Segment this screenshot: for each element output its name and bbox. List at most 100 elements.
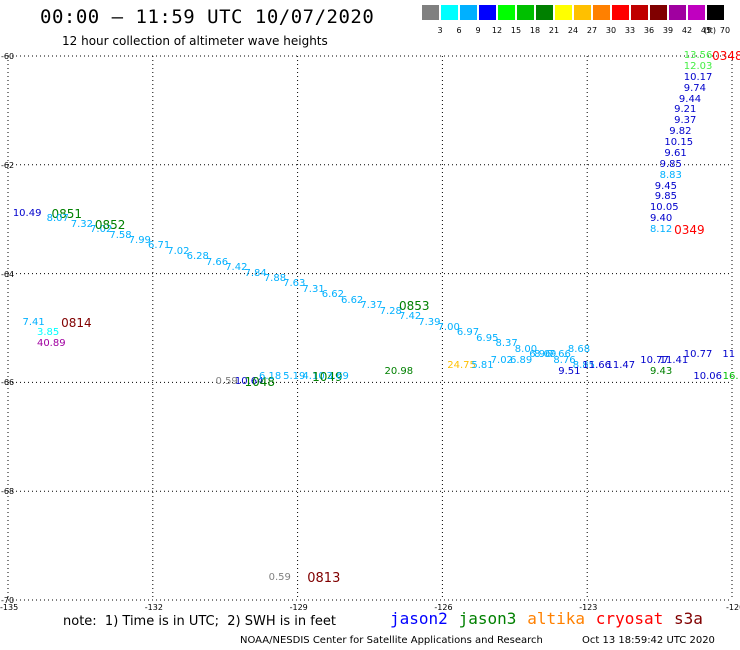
wave-height-label: 7.66 [205, 256, 229, 268]
wave-height-label: 7.37 [360, 300, 383, 312]
wave-height-label: 7.66 [548, 349, 571, 361]
wave-height-label: 40.89 [36, 338, 66, 350]
wave-height-label: 9.82 [669, 126, 692, 138]
legend-label: 36 [643, 26, 655, 35]
legend-swatch [422, 5, 439, 20]
lon-tick-label: -132 [144, 603, 163, 612]
lon-tick-label: -135 [0, 603, 19, 612]
lat-tick-label: -64 [1, 269, 15, 279]
wave-height-label: 11.66 [582, 360, 611, 372]
satellite-name: s3a [674, 609, 703, 628]
legend-label: 70 [719, 26, 731, 35]
wave-height-label: 8.07 [46, 213, 69, 225]
satellite-name: cryosat [595, 609, 664, 628]
wave-height-label: 7.99 [128, 234, 151, 246]
pass-time-label: 0852 [94, 217, 126, 232]
wave-height-label: 8.85 [572, 360, 595, 372]
wave-height-label: 7.28 [379, 305, 402, 317]
wave-height-label: 10.64 [234, 376, 264, 388]
wave-height-label: 6.96 [529, 349, 552, 361]
legend-label: 21 [548, 26, 560, 35]
wave-height-label: 9.37 [674, 115, 697, 127]
satellite-name: jason3 [458, 609, 517, 628]
wave-height-label: 8.12 [649, 224, 673, 236]
legend-swatch [479, 5, 496, 20]
wave-height-label: 20.98 [384, 365, 414, 377]
wave-height-label: 7.88 [263, 273, 287, 285]
lon-tick-label: -129 [289, 603, 308, 612]
wave-height-label: 7.84 [244, 267, 267, 279]
wave-height-label: 0.59 [215, 376, 238, 388]
wave-height-label: 11 [722, 349, 736, 361]
wave-height-label: 8.83 [659, 169, 682, 181]
legend-label: 9 [475, 26, 481, 35]
lat-tick-label: -62 [1, 160, 15, 170]
pass-time-label: 0851 [51, 206, 82, 221]
wave-height-label: 7.39 [418, 316, 441, 328]
wave-height-label: 9.44 [678, 93, 702, 105]
wave-height-label: 10.06 [693, 370, 723, 382]
lon-tick-label: -120 [726, 603, 740, 612]
legend-swatch [460, 5, 477, 20]
wave-height-label: 9.45 [654, 180, 678, 192]
wave-height-label: 9.21 [674, 104, 697, 116]
pass-time-label: 0348 [712, 49, 740, 63]
legend-label: 6 [456, 26, 462, 35]
legend-swatch [650, 5, 667, 20]
legend-swatch [498, 5, 515, 20]
wave-height-label: 3.69 [326, 370, 349, 382]
legend-unit: (ft) [703, 26, 717, 35]
generation-timestamp: Oct 13 18:59:42 UTC 2020 [582, 635, 715, 646]
wave-height-label: 7.02 [490, 354, 513, 366]
wave-height-label: 6.62 [321, 289, 344, 301]
wave-height-label: 6.71 [147, 240, 171, 252]
wave-height-label: 5.19 [283, 370, 306, 382]
wave-height-label: 7.41 [22, 316, 45, 328]
wave-height-label: 6.18 [258, 370, 282, 382]
wave-height-label: 5.81 [471, 360, 494, 372]
wave-height-label: 8.09 [534, 349, 557, 361]
wave-height-label: 9.61 [664, 147, 687, 159]
wave-height-label: 6.89 [509, 354, 533, 366]
lon-tick-label: -126 [434, 603, 453, 612]
wave-height-label: 4.10 [302, 370, 325, 382]
lat-tick-label: -70 [1, 596, 15, 605]
wave-height-label: 0.59 [268, 572, 291, 584]
pass-time-label: 0813 [307, 570, 341, 586]
wave-height-label: 7.02 [167, 245, 190, 257]
footer-note: note: 1) Time is in UTC; 2) SWH is in fe… [63, 614, 336, 629]
legend-swatch [669, 5, 686, 20]
wave-height-label: 7.02 [90, 224, 113, 236]
wave-height-label: 10.49 [12, 207, 42, 219]
legend-swatch [688, 5, 705, 20]
wave-height-label: 6.95 [476, 332, 499, 344]
wave-height-label: 10.77 [683, 349, 713, 361]
credit-text: NOAA/NESDIS Center for Satellite Applica… [240, 635, 543, 646]
wave-height-label: 7.31 [302, 283, 325, 295]
wave-height-label: 9.51 [558, 365, 581, 377]
pass-time-label: 0853 [398, 299, 430, 314]
legend-label: 39 [662, 26, 674, 35]
legend-swatch [536, 5, 553, 20]
legend-swatch [612, 5, 629, 20]
legend-label: 42 [681, 26, 693, 35]
wave-height-label: 7.42 [225, 262, 248, 274]
pass-time-label: 1048 [244, 375, 276, 390]
wave-height-label: 10.17 [683, 71, 713, 83]
legend-label: 27 [586, 26, 598, 35]
wave-height-label: 7.58 [109, 229, 132, 241]
legend-swatch [707, 5, 724, 20]
satellite-name: jason2 [390, 609, 448, 628]
satellite-name: altika [527, 609, 585, 628]
wave-height-label: 13.56 [683, 50, 713, 61]
legend-label: 3 [437, 26, 443, 35]
legend-label: 15 [510, 26, 522, 35]
wave-height-label: 6.62 [341, 294, 364, 306]
wave-height-label: 12.03 [683, 60, 713, 72]
lon-tick-label: -123 [579, 603, 598, 612]
wave-height-label: 10.77 [640, 354, 669, 366]
legend-swatch [555, 5, 572, 20]
legend-swatch [574, 5, 591, 20]
legend-label: 12 [491, 26, 503, 35]
wave-height-label: 3.85 [36, 327, 60, 339]
